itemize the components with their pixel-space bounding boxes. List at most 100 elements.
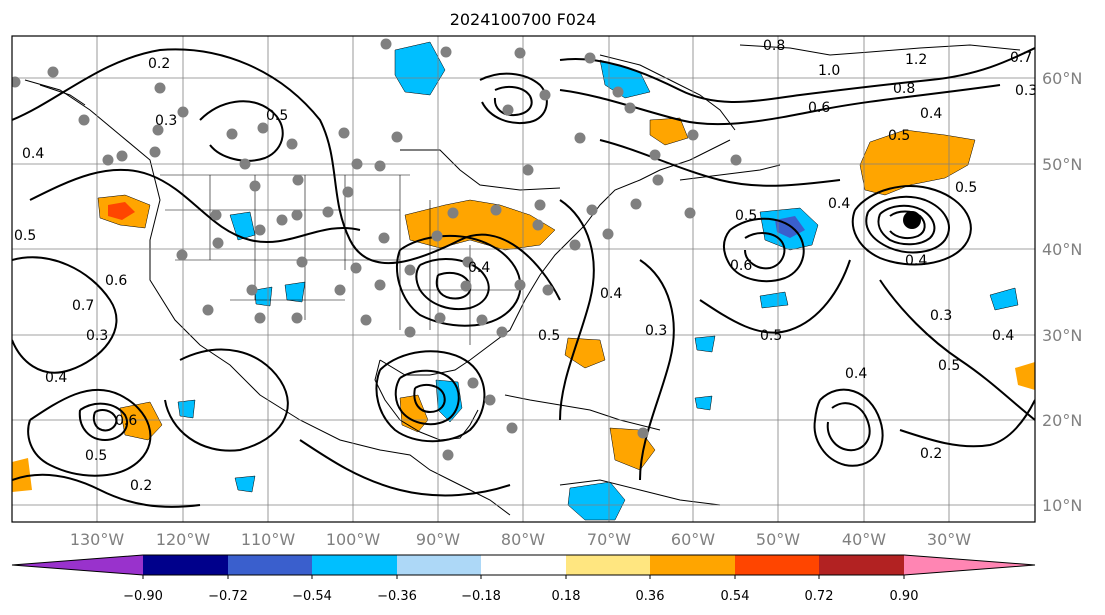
station-dots [12, 38, 742, 461]
lon-label: 50°W [756, 530, 800, 549]
contour-label: 0.2 [130, 478, 152, 494]
contour-label: 0.5 [760, 328, 782, 344]
contour-label: 1.2 [905, 52, 927, 68]
contour-lines [12, 47, 1035, 508]
shade-blue-mexico [234, 475, 256, 493]
lat-label: 40°N [1042, 240, 1082, 259]
shade-orange-greatlakes [404, 199, 556, 251]
colorbar-segment [481, 555, 566, 575]
shade-orange-caribbean [609, 427, 656, 471]
colorbar-tick-label: −0.90 [123, 589, 163, 604]
contour-label: 0.7 [72, 298, 94, 314]
lon-label: 120°W [156, 530, 211, 549]
contour-label: 1.0 [818, 63, 840, 79]
shade-orange-southwest-edge [12, 458, 32, 492]
colorbar-segment [143, 555, 228, 575]
lon-label: 110°W [241, 530, 296, 549]
lon-label: 40°W [842, 530, 886, 549]
contour-label: 0.3 [645, 323, 667, 339]
colorbar-tick-label: 0.72 [805, 589, 834, 604]
lon-label: 100°W [326, 530, 381, 549]
contour-label: 0.3 [1015, 83, 1037, 99]
shade-blue-west-3 [254, 286, 273, 307]
shade-blue-west-2 [284, 281, 306, 303]
contour-label: 0.5 [538, 328, 560, 344]
contour-label: 0.4 [828, 196, 850, 212]
colorbar-ticks [142, 575, 905, 579]
contour-label: 0.2 [148, 56, 170, 72]
colorbar-segment [312, 555, 397, 575]
lon-label: 130°W [70, 530, 125, 549]
lon-label: 90°W [416, 530, 460, 549]
latitude-labels: 60°N 50°N 40°N 30°N 20°N 10°N [1042, 69, 1082, 515]
colorbar-tick-label: −0.18 [461, 589, 501, 604]
contour-label: 0.8 [763, 38, 785, 54]
colorbar-tick-label: 0.90 [890, 589, 919, 604]
colorbar-segments [11, 554, 1036, 576]
lon-label: 60°W [671, 530, 715, 549]
shade-blue-atlantic-small-1 [694, 335, 716, 353]
contour-label: 0.4 [600, 286, 622, 302]
contour-label: 0.5 [14, 228, 36, 244]
shade-red-westcoast [108, 202, 135, 220]
shade-orange-atlantic-north [859, 129, 976, 196]
contour-label: 0.5 [735, 208, 757, 224]
shade-orange-eastedge [1015, 362, 1035, 390]
colorbar-extend-high [904, 555, 1035, 575]
colorbar-segment [397, 555, 481, 575]
map-frame [11, 35, 1036, 523]
colorbar-segment [566, 555, 650, 575]
lon-label: 30°W [927, 530, 971, 549]
lat-label: 60°N [1042, 69, 1082, 88]
colorbar: −0.90 −0.72 −0.54 −0.36 −0.18 0.18 0.36 … [11, 554, 1036, 604]
contour-label: 0.2 [920, 446, 942, 462]
map-background [12, 36, 1035, 522]
map-panel: 0.2 0.3 0.4 0.5 0.6 0.7 0.8 1.0 1.2 0.5 … [11, 35, 1037, 523]
contour-label: 0.3 [930, 308, 952, 324]
colorbar-tick-label: 0.36 [636, 589, 665, 604]
longitude-labels: 130°W 120°W 110°W 100°W 90°W 80°W 70°W 6… [70, 530, 971, 549]
contour-label: 0.4 [905, 253, 927, 269]
contour-labels: 0.2 0.3 0.4 0.5 0.6 0.7 0.8 1.0 1.2 0.5 … [14, 38, 1037, 494]
colorbar-tick-label: 0.54 [721, 589, 750, 604]
coastlines [24, 44, 1021, 516]
lat-label: 30°N [1042, 326, 1082, 345]
contour-label: 0.5 [938, 358, 960, 374]
shade-blue-caribbean-2 [694, 395, 713, 411]
shade-blue-atlantic-small-2 [759, 291, 789, 309]
contour-label: 0.6 [808, 100, 830, 116]
colorbar-extend-low [12, 555, 143, 575]
contour-label: 0.5 [85, 448, 107, 464]
colorbar-segment [819, 555, 904, 575]
shade-blue-alaska [394, 41, 446, 96]
lat-label: 10°N [1042, 496, 1082, 515]
contour-label: 0.6 [105, 273, 127, 289]
shade-blue-pacific-small [177, 399, 196, 419]
contour-label: 0.5 [266, 108, 288, 124]
contour-label: 0.5 [888, 128, 910, 144]
lat-label: 20°N [1042, 411, 1082, 430]
contour-label: 0.8 [893, 81, 915, 97]
colorbar-tick-labels: −0.90 −0.72 −0.54 −0.36 −0.18 0.18 0.36 … [123, 589, 918, 604]
colorbar-tick-label: −0.36 [377, 589, 417, 604]
lat-label: 50°N [1042, 155, 1082, 174]
contour-label: 0.4 [22, 146, 44, 162]
contour-label: 0.4 [845, 366, 867, 382]
contour-label: 0.7 [1010, 50, 1032, 66]
colorbar-segment [650, 555, 735, 575]
closed-low-marker [903, 211, 921, 229]
contour-label: 0.6 [115, 413, 137, 429]
colorbar-tick-label: 0.18 [552, 589, 581, 604]
colorbar-segment [735, 555, 819, 575]
colorbar-tick-label: −0.54 [292, 589, 332, 604]
contour-label: 0.4 [468, 260, 490, 276]
contour-label: 0.3 [155, 113, 177, 129]
figure-title: 2024100700 F024 [450, 10, 597, 29]
lon-label: 70°W [587, 530, 631, 549]
contour-label: 0.5 [955, 180, 977, 196]
colorbar-segment [228, 555, 312, 575]
contour-label: 0.4 [920, 106, 942, 122]
shade-blue-eastedge [989, 287, 1019, 311]
contour-label: 0.4 [992, 328, 1014, 344]
